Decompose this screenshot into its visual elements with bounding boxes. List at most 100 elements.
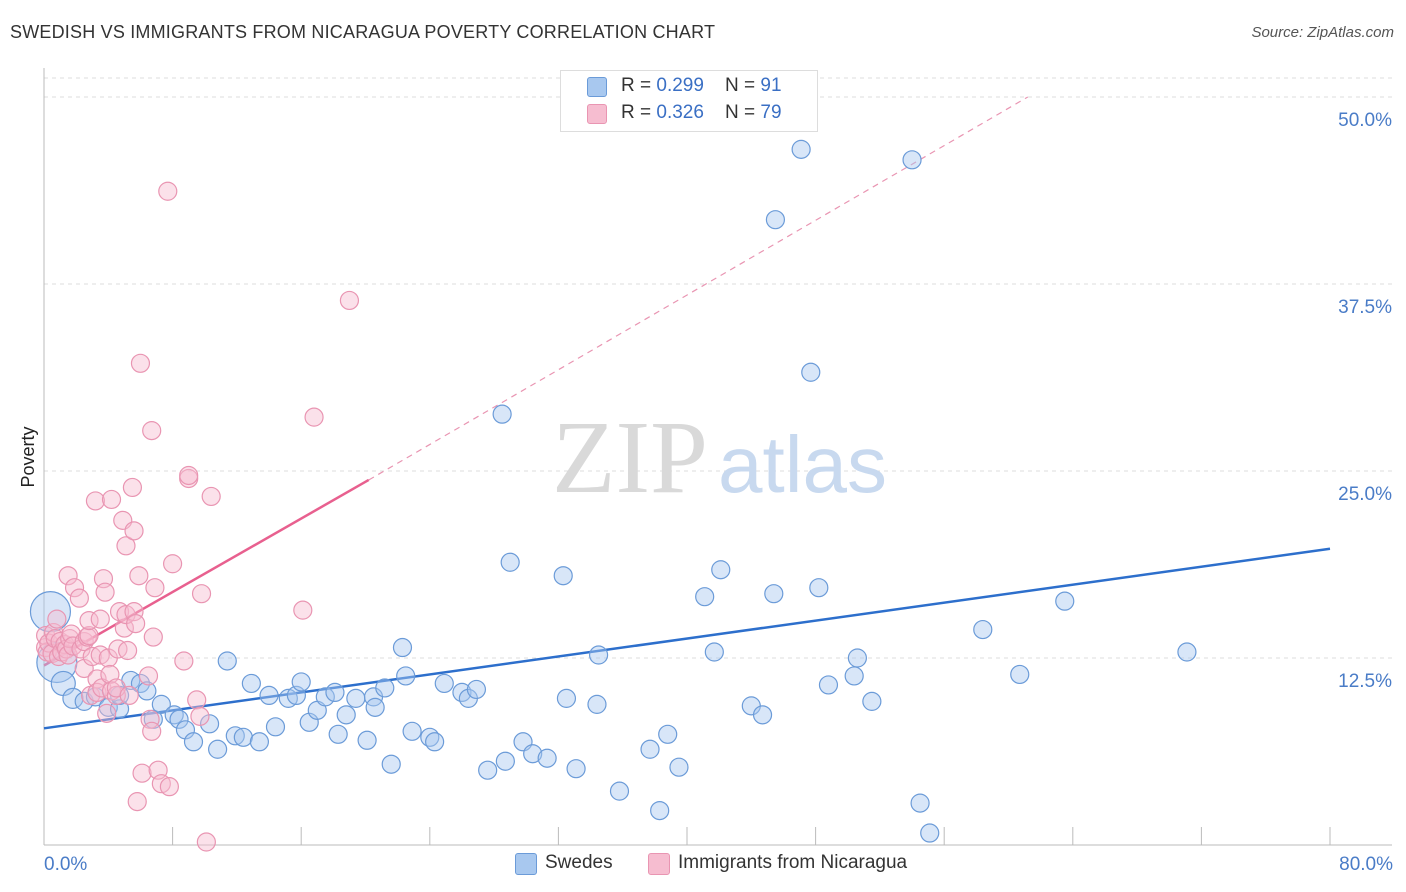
swedes-point [711,560,731,580]
nicaragua-point [97,703,117,723]
nicaragua-point [196,832,216,852]
nicaragua-point [174,651,194,671]
swedes-point [291,672,311,692]
watermark-atlas: atlas [718,420,887,509]
watermark: ZIP atlas [552,400,887,515]
swedes-point [249,732,270,752]
nicaragua-point [122,477,143,498]
swedes-point [1010,664,1030,685]
nicaragua-point [130,353,151,373]
swedes-trend-line [43,547,1331,730]
nicaragua-point [145,578,165,598]
swedes-point [801,362,821,382]
nicaragua-point [47,609,67,629]
x-tick-label: 0.0% [44,854,87,875]
swedes-point [764,584,784,604]
swedes-point [365,697,385,717]
source-note: Source: ZipAtlas.com [1251,24,1394,41]
swedes-point [62,687,84,709]
nicaragua-point [116,536,136,556]
swedes-point [587,694,607,714]
swedes-swatch [587,77,607,97]
swedes-point [695,587,715,607]
watermark-zip: ZIP [552,400,708,515]
n-value: 79 [760,102,782,123]
legend-swedes-stats: R = 0.299 N = 91 [621,75,782,97]
swedes-point [910,793,930,813]
nicaragua-point [82,646,102,667]
swedes-point [357,730,377,750]
nicaragua-point [87,669,107,689]
swedes-point [328,724,348,744]
nicaragua-point [179,465,199,486]
swedes-point [336,705,356,725]
swedes-point [492,404,512,424]
swedes-point [920,823,940,843]
swedes-point [566,759,586,779]
nicaragua-point [108,639,128,659]
nicaragua-point [85,491,106,511]
swedes-point [704,642,724,662]
swedes-point [434,673,454,694]
swedes-point [650,800,670,821]
swedes-point [1177,642,1197,662]
nicaragua-point [142,421,162,441]
nicaragua-swatch [648,853,670,875]
nicaragua-point [140,709,160,729]
nicaragua-point [90,609,110,629]
legend-nicaragua-label: Immigrants from Nicaragua [678,852,908,873]
swedes-swatch [515,853,537,875]
n-value: 91 [760,75,782,96]
swedes-point [1055,591,1075,611]
swedes-point [233,727,253,747]
correlation-legend: R = 0.299 N = 91 R = 0.326 N = 79 [560,70,818,132]
tick-labels: 12.5% 25.0% 37.5% 50.0% 0.0% 80.0% [44,110,1393,875]
nicaragua-point [159,777,179,797]
data-points [29,139,1197,852]
swedes-point [199,714,220,734]
nicaragua-point [163,554,183,574]
y-tick-label: 12.5% [1338,671,1392,692]
swedes-point [259,685,279,706]
swedes-point [523,744,543,764]
swedes-point [208,739,228,759]
swedes-point [478,760,498,780]
nicaragua-point [95,582,115,602]
legend-nicaragua-stats: R = 0.326 N = 79 [621,102,782,124]
nicaragua-swatch [587,104,607,124]
swedes-point [495,751,515,771]
nicaragua-point [339,290,360,311]
axes [43,68,1392,846]
nicaragua-point [64,578,85,598]
n-label: N = [725,75,761,96]
y-tick-label: 25.0% [1338,484,1392,505]
nicaragua-point [79,625,99,646]
nicaragua-point [126,613,146,634]
swedes-point [151,694,171,714]
swedes-point [818,675,839,695]
swedes-point [791,139,811,159]
r-label: R = [621,75,657,96]
swedes-point [265,717,286,737]
swedes-point [658,724,678,744]
nicaragua-point [190,706,210,726]
swedes-point [392,637,413,658]
swedes-point [381,754,401,774]
swedes-point [902,150,922,170]
y-tick-label: 50.0% [1338,110,1392,131]
swedes-point [537,748,557,768]
swedes-point [217,651,237,671]
swedes-point [973,619,993,640]
swedes-point [183,732,204,752]
nicaragua-point [191,584,212,604]
chart-title: SWEDISH VS IMMIGRANTS FROM NICARAGUA POV… [10,22,716,42]
nicaragua-point [132,763,152,783]
swedes-point [315,687,335,707]
swedes-point [556,688,577,708]
swedes-point [325,682,345,703]
nicaragua-point [101,489,122,510]
nicaragua-point [117,640,138,661]
nicaragua-point [201,486,221,507]
nicaragua-point [142,721,162,741]
